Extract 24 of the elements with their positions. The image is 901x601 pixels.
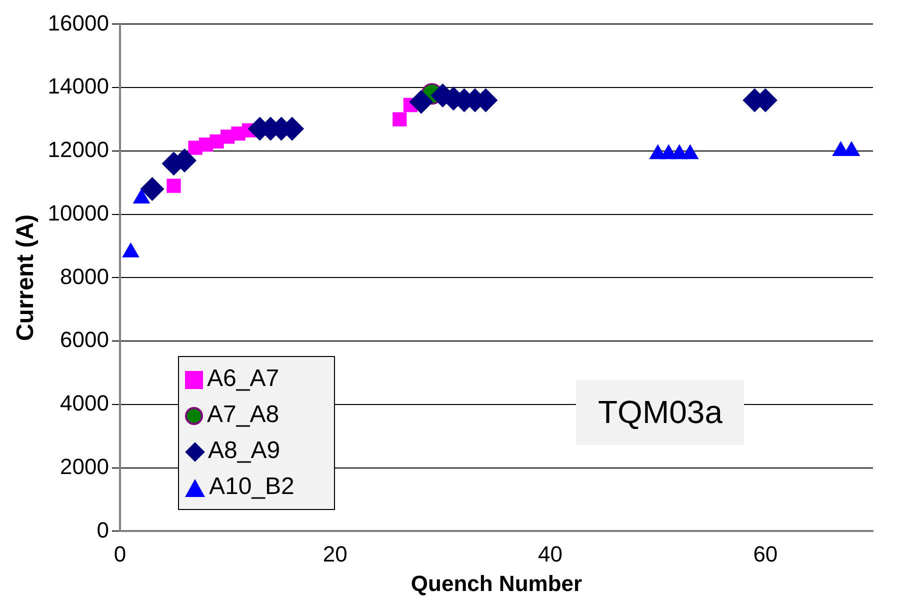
legend-label: A8_A9	[208, 437, 280, 464]
y-tick-label: 14000	[48, 74, 109, 99]
y-tick-label: 4000	[60, 390, 109, 416]
y-tick-label: 10000	[48, 200, 109, 226]
y-tick-label: 2000	[60, 454, 109, 479]
point	[409, 90, 434, 114]
annotation: TQM03a	[576, 380, 744, 445]
x-axis-title: Quench Number	[410, 570, 582, 596]
x-tick-label: 0	[114, 541, 126, 566]
x-tick-label: 60	[753, 541, 778, 566]
point	[140, 176, 164, 201]
y-axis-title: Current (A)	[12, 214, 40, 342]
y-tick-label: 16000	[48, 10, 109, 36]
legend-label: A6_A7	[207, 365, 280, 392]
legend-label: A7_A8	[207, 401, 280, 428]
legend-label: A10_B2	[209, 473, 294, 500]
x-tick-label: 20	[322, 541, 348, 566]
y-tick-label: 12000	[48, 137, 109, 162]
point	[166, 178, 181, 193]
y-tick-label: 0	[96, 517, 109, 542]
y-tick-label: 6000	[60, 327, 109, 352]
y-tick-label: 8000	[60, 264, 109, 289]
x-tick-label: 40	[538, 541, 563, 566]
point	[392, 112, 407, 126]
